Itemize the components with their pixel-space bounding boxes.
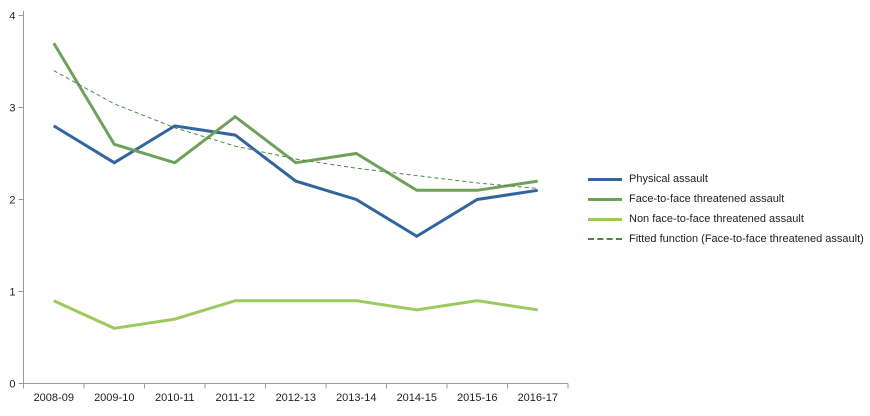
series-line-2	[53, 299, 538, 330]
x-axis-tick-label: 2016-17	[518, 392, 558, 404]
x-axis-tick-label: 2011-12	[215, 392, 255, 404]
legend-swatch-face-to-face-threatened-assault	[588, 197, 622, 201]
legend-item-fitted-function: Fitted function (Face-to-face threatened…	[588, 229, 864, 249]
legend-item-face-to-face-threatened-assault: Face-to-face threatened assault	[588, 189, 864, 209]
y-axis-tick-label: 2	[9, 195, 15, 207]
series-line-3	[53, 70, 538, 189]
legend-swatch-physical-assault	[588, 177, 622, 181]
legend-label: Fitted function (Face-to-face threatened…	[629, 233, 864, 245]
legend-item-non-face-to-face-threatened-assault: Non face-to-face threatened assault	[588, 209, 864, 229]
legend-label: Physical assault	[629, 173, 708, 185]
y-axis-tick-label: 0	[9, 379, 15, 391]
x-axis-tick-label: 2014-15	[397, 392, 437, 404]
x-axis-tick-label: 2010-11	[155, 392, 195, 404]
series-line-1	[52, 42, 538, 192]
x-axis-tick-label: 2008-09	[34, 392, 74, 404]
y-axis-tick-label: 1	[9, 287, 15, 299]
x-axis-tick-label: 2013-14	[336, 392, 376, 404]
y-axis-tick-label: 4	[9, 11, 15, 23]
x-axis-tick-label: 2012-13	[276, 392, 316, 404]
y-axis-tick-label: 3	[9, 103, 15, 115]
legend-label: Face-to-face threatened assault	[629, 193, 785, 205]
legend-swatch-non-face-to-face-threatened-assault	[588, 217, 622, 221]
legend-item-physical-assault: Physical assault	[588, 169, 864, 189]
legend-swatch-fitted-function	[588, 238, 622, 240]
legend-label: Non face-to-face threatened assault	[629, 213, 804, 225]
x-axis-tick-label: 2009-10	[94, 392, 134, 404]
chart-legend: Physical assault Face-to-face threatened…	[588, 169, 864, 249]
x-axis-tick-label: 2015-16	[457, 392, 497, 404]
